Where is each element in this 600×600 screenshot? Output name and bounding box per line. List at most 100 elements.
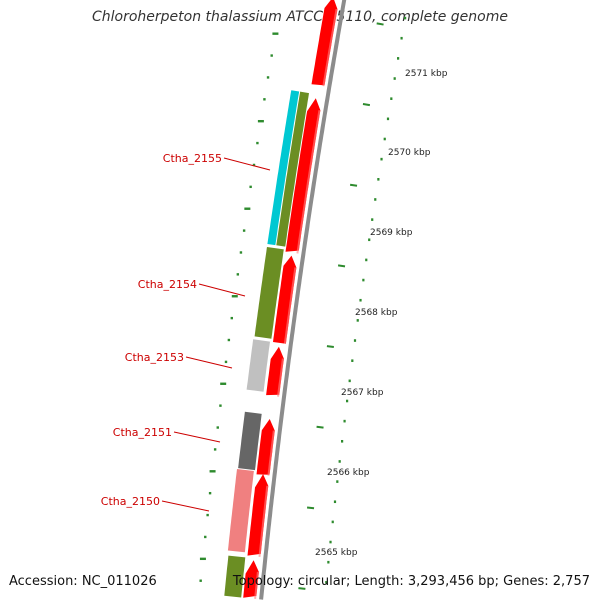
outer-major-tick	[337, 264, 346, 268]
outer-major-tick	[298, 587, 306, 590]
cds-arrow	[243, 560, 259, 598]
inner-tick	[224, 360, 228, 364]
outer-major-tick	[376, 22, 384, 26]
inner-tick	[242, 229, 246, 232]
outer-tick	[368, 238, 371, 242]
outer-tick	[362, 278, 365, 282]
kbp-label: 2568 kbp	[355, 308, 398, 318]
inner-tick	[216, 426, 219, 429]
gene-leader-line	[223, 157, 271, 171]
inner-tick	[239, 251, 243, 254]
outer-tick	[327, 560, 330, 564]
cds-arrow-highlight	[267, 430, 275, 476]
backbone-line	[259, 0, 347, 600]
pink-block	[227, 469, 254, 553]
outer-tick	[331, 520, 334, 524]
inner-tick	[209, 470, 216, 473]
outer-tick-marks	[298, 16, 407, 590]
olive-block	[254, 247, 284, 339]
inner-tick	[272, 32, 279, 35]
outer-major-tick	[316, 425, 324, 429]
inner-tick	[219, 404, 222, 407]
genome-backbone	[259, 0, 347, 600]
inner-tick	[266, 76, 270, 79]
outer-major-tick	[306, 506, 315, 510]
outer-tick	[390, 97, 393, 100]
gene-leader-line	[161, 500, 210, 512]
cds-arrow-highlight	[277, 358, 284, 397]
inner-tick	[208, 491, 212, 495]
cds-arrow-highlight	[296, 110, 321, 254]
outer-major-tick	[349, 183, 358, 187]
inner-tick	[263, 98, 266, 101]
outer-tick	[397, 57, 400, 60]
outer-tick	[380, 157, 383, 161]
outer-tick	[341, 439, 344, 443]
outer-tick	[377, 178, 380, 181]
outer-tick	[400, 36, 403, 40]
inner-tick	[256, 141, 259, 145]
cds-arrows	[243, 0, 338, 599]
inner-tick	[270, 54, 273, 57]
kbp-label: 2570 kbp	[388, 148, 431, 158]
accession-text: Accession: NC_011026	[9, 574, 157, 589]
outer-tick	[325, 581, 328, 584]
outer-tick	[356, 319, 359, 322]
outer-tick	[404, 16, 407, 20]
outer-tick	[346, 399, 349, 403]
topology-text: Topology: circular; Length: 3,293,456 bp…	[232, 574, 590, 589]
kbp-label: 2565 kbp	[315, 548, 358, 558]
inner-tick	[236, 273, 240, 276]
gene-leader-line	[185, 356, 233, 369]
outer-tick	[333, 500, 337, 504]
gene-labels: Ctha_2155 Ctha_2154 Ctha_2153 Ctha_2151 Ctha…	[101, 152, 271, 512]
gene-leader-line	[198, 283, 246, 297]
inner-tick	[230, 316, 233, 320]
cds-arrow	[273, 255, 297, 344]
outer-tick	[343, 419, 346, 423]
gene-label: Ctha_2150	[101, 495, 160, 508]
gene-label: Ctha_2153	[125, 351, 184, 364]
inner-tick	[227, 338, 231, 342]
inner-tick	[257, 119, 264, 123]
inner-tick	[249, 185, 252, 189]
inner-tick	[199, 557, 206, 561]
gene-label: Ctha_2155	[163, 152, 222, 165]
outer-tick	[336, 480, 339, 483]
kbp-labels: 2571 kbp 2570 kbp 2569 kbp 2568 kbp 2567 kbp…	[315, 69, 448, 558]
dark-gray-block	[238, 411, 262, 471]
gray-block	[246, 339, 270, 392]
cds-arrow	[311, 0, 338, 86]
outer-tick	[371, 218, 374, 221]
outer-tick	[359, 298, 362, 302]
cds-arrow-highlight	[258, 485, 269, 557]
cds-arrow	[247, 474, 269, 556]
outer-tick	[365, 258, 368, 262]
gene-label: Ctha_2151	[113, 426, 172, 439]
inner-tick	[213, 448, 217, 451]
inner-tick	[220, 382, 227, 385]
feature-blocks	[224, 90, 309, 598]
kbp-label: 2567 kbp	[341, 388, 384, 398]
cds-arrow	[285, 98, 321, 252]
outer-tick	[338, 460, 341, 463]
kbp-label: 2566 kbp	[327, 468, 370, 478]
outer-tick	[351, 359, 354, 362]
olive-block	[276, 91, 309, 247]
cds-arrow-highlight	[254, 571, 259, 599]
outer-tick	[383, 137, 386, 141]
cds-arrow-highlight	[322, 8, 338, 87]
inner-tick	[204, 535, 207, 539]
inner-tick	[231, 295, 238, 298]
cyan-block	[267, 90, 300, 246]
outer-tick	[393, 77, 396, 80]
outer-tick	[353, 339, 357, 342]
kbp-label: 2571 kbp	[405, 69, 448, 79]
outer-tick	[386, 117, 390, 121]
outer-tick	[374, 198, 377, 201]
cds-arrow-highlight	[283, 267, 297, 344]
kbp-label: 2569 kbp	[370, 228, 413, 238]
gene-label: Ctha_2154	[138, 278, 197, 291]
inner-tick	[206, 513, 209, 517]
